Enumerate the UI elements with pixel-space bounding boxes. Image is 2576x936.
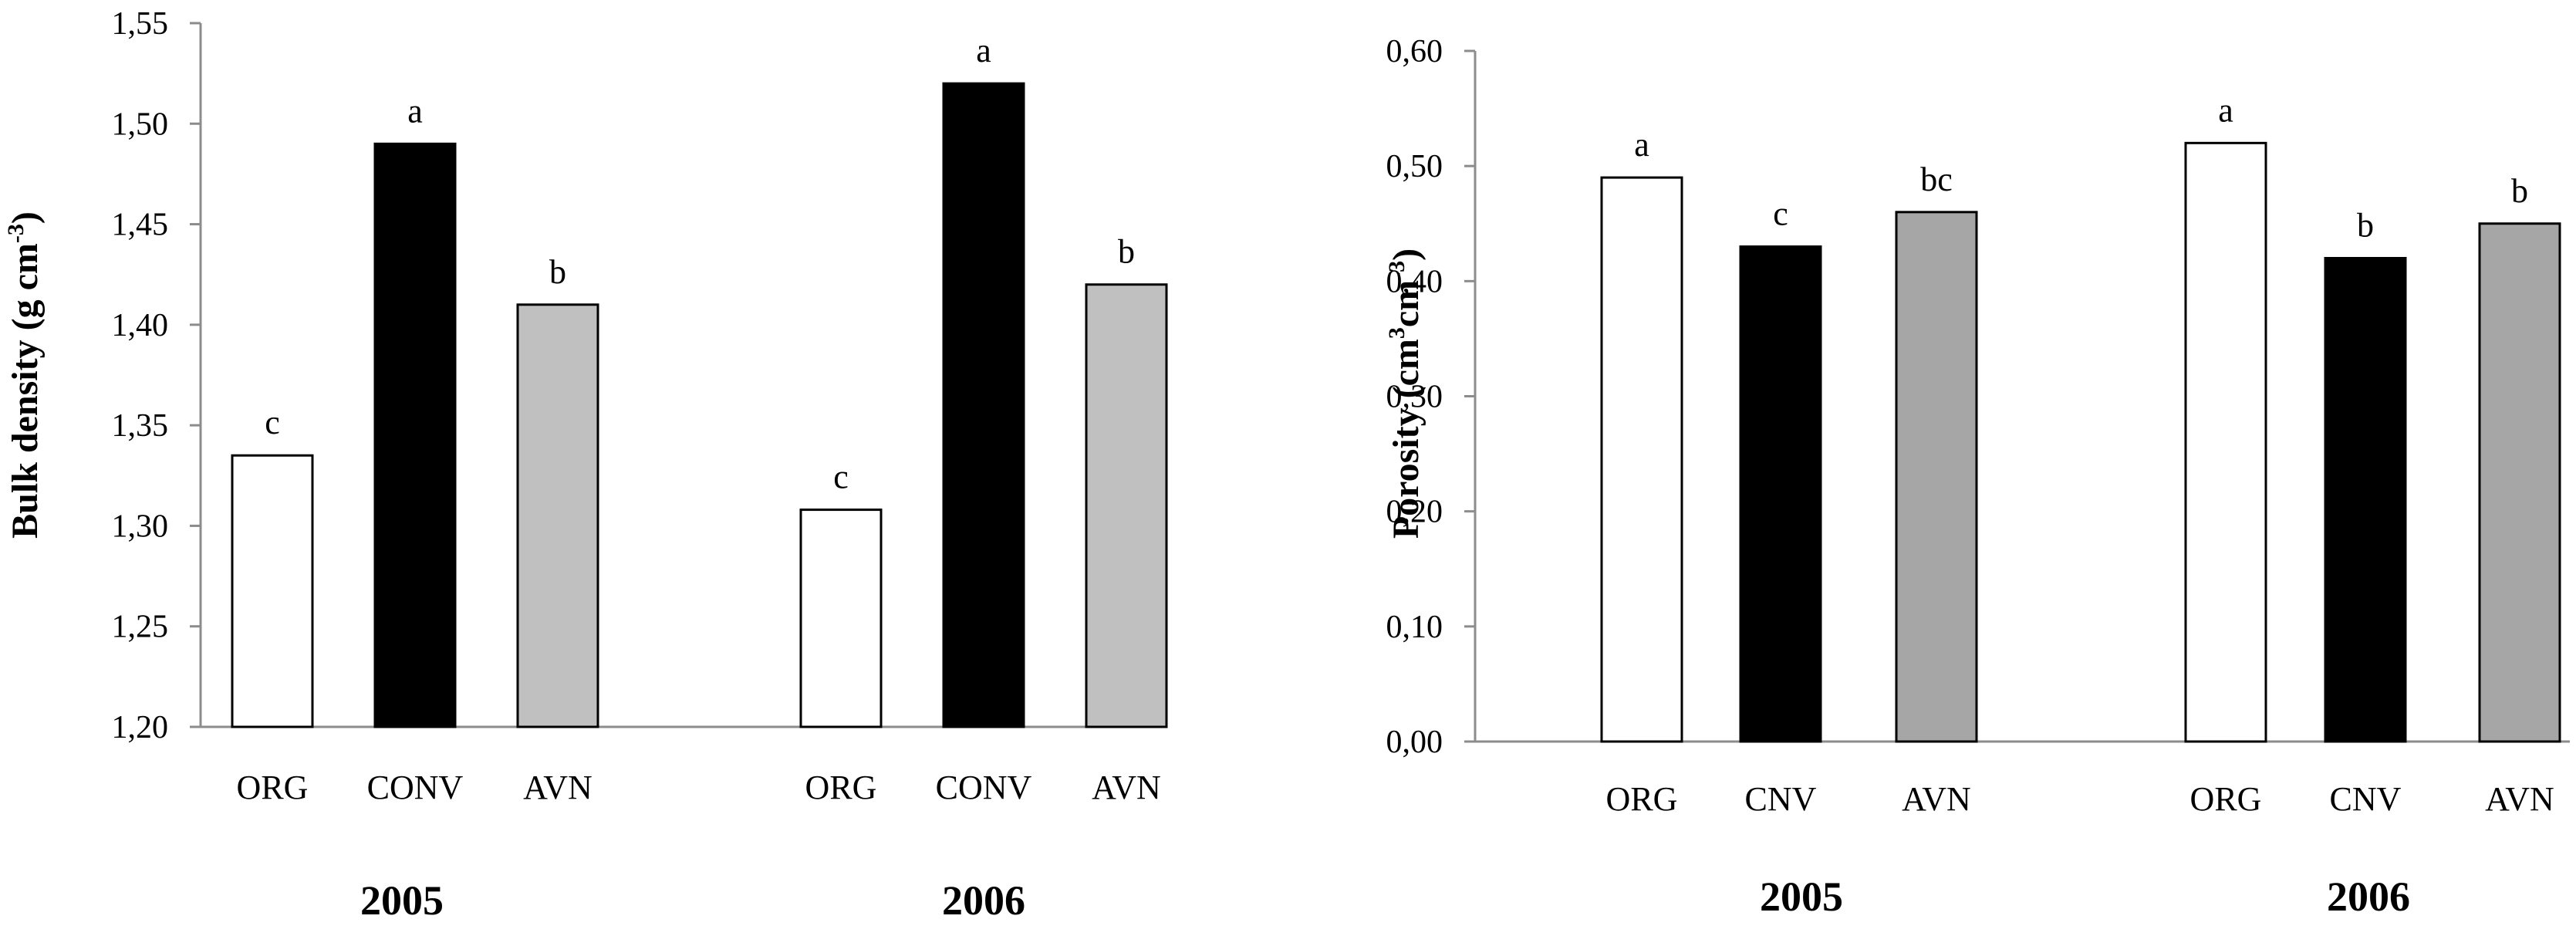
y-tick-label: 0,40	[1386, 264, 1443, 299]
x-category-label: CONV	[367, 769, 464, 806]
y-axis-title: Bulk density (g cm-3)	[3, 211, 46, 539]
y-tick-label: 0,20	[1386, 495, 1443, 530]
x-category-label: AVN	[1902, 780, 1971, 818]
x-category-label: ORG	[2190, 780, 2262, 818]
bar	[231, 454, 314, 728]
x-category-label: AVN	[1092, 769, 1161, 806]
bar	[2184, 141, 2267, 743]
significance-letter: a	[1634, 126, 1649, 164]
significance-letter: a	[407, 92, 423, 130]
significance-letter: b	[549, 253, 566, 291]
significance-letter: b	[1118, 233, 1135, 271]
y-tick-label: 1,40	[112, 308, 169, 343]
significance-letter: a	[2218, 91, 2233, 129]
x-category-label: AVN	[2485, 780, 2554, 818]
significance-letter: c	[265, 404, 280, 441]
y-tick-label: 1,55	[112, 6, 169, 42]
x-category-label: ORG	[805, 769, 877, 806]
porosity-chart: 0,00 0,10 0,20 0,30 0,40 0,50 0,60 Porosity (cm…	[1384, 34, 2570, 920]
x-category-label: CNV	[1745, 780, 1817, 818]
year-label: 2005	[360, 877, 444, 924]
y-tick-label: 0,30	[1386, 380, 1443, 415]
significance-letter: b	[2357, 207, 2374, 245]
bar	[516, 303, 599, 728]
bar	[1739, 245, 1822, 743]
y-tick-label: 0,60	[1386, 34, 1443, 69]
bar	[373, 142, 457, 728]
y-tick-label: 1,25	[112, 610, 169, 645]
year-label: 2005	[1760, 873, 1843, 920]
bar	[799, 509, 883, 728]
y-axis-title: Porosity (cm3cm-3)	[1384, 248, 1426, 539]
bar	[1600, 176, 1683, 743]
significance-letter: b	[2511, 172, 2528, 210]
bar	[2324, 257, 2407, 743]
y-tick-label: 1,20	[112, 710, 169, 745]
x-category-label: CONV	[936, 769, 1032, 806]
bar	[2478, 222, 2561, 743]
y-tick-label: 1,45	[112, 208, 169, 243]
x-category-label: AVN	[523, 769, 593, 806]
bulk-density-chart: 1,20 1,25 1,30 1,35 1,40 1,45 1,50 1,55 Bulk den…	[3, 6, 1168, 924]
y-tick-label: 0,00	[1386, 725, 1443, 760]
x-category-label: ORG	[1606, 780, 1678, 818]
significance-letter: c	[1773, 195, 1788, 233]
significance-letter: c	[833, 458, 849, 496]
significance-letter: a	[976, 32, 991, 69]
year-label: 2006	[2327, 873, 2410, 920]
y-tick-label: 1,50	[112, 106, 169, 142]
y-tick-label: 1,30	[112, 509, 169, 544]
bar	[1895, 211, 1978, 743]
x-category-label: ORG	[237, 769, 309, 806]
significance-letter: bc	[1920, 161, 1953, 198]
year-label: 2006	[942, 877, 1025, 924]
bar	[1085, 283, 1168, 728]
bar	[942, 82, 1025, 728]
y-tick-label: 0,10	[1386, 610, 1443, 645]
y-tick-label: 1,35	[112, 408, 169, 444]
x-category-label: CNV	[2330, 780, 2402, 818]
y-tick-label: 0,50	[1386, 149, 1443, 184]
